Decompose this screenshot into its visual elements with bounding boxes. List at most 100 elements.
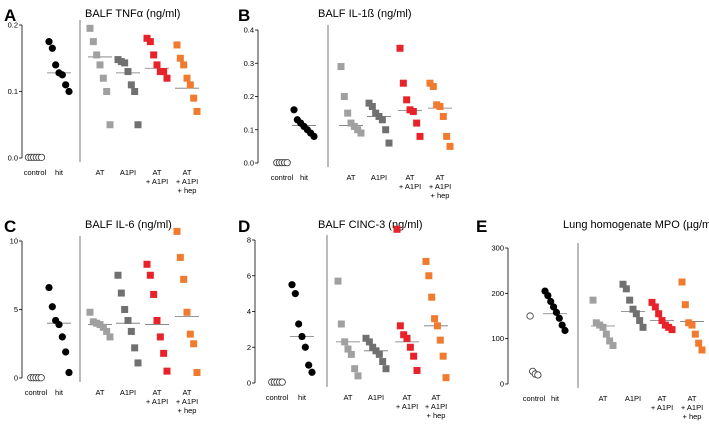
data-point — [134, 121, 142, 129]
data-point — [156, 333, 164, 341]
data-point — [351, 365, 359, 373]
data-point — [45, 38, 53, 46]
data-point — [436, 102, 444, 110]
group-label: control — [25, 388, 48, 397]
data-point — [298, 332, 306, 341]
y-tick-label: 200 — [491, 289, 504, 298]
data-point — [602, 330, 610, 338]
data-point — [295, 320, 303, 328]
data-point — [124, 316, 132, 324]
group-label: AT + A1PI + hep — [681, 394, 703, 421]
panel-c: C BALF IL-6 (ng/ml) 0 5 10 control hit AT A1PI… — [4, 217, 201, 415]
panel-d-letter: D — [238, 217, 250, 236]
group-label: AT — [346, 173, 355, 182]
data-point — [399, 79, 407, 87]
y-tick-label: 0.2 — [8, 21, 18, 30]
data-point — [150, 290, 158, 298]
data-point — [103, 327, 111, 335]
y-tick-label: 100 — [491, 334, 504, 343]
data-point — [688, 321, 696, 329]
panel-a-letter: A — [4, 6, 16, 25]
group-label: hit — [55, 168, 64, 177]
data-point — [89, 38, 97, 46]
panel-a-plot: 0.0 0.1 0.2 control hit AT A1PI AT + A1PI AT + A1P… — [8, 20, 201, 195]
data-point — [385, 139, 393, 147]
data-point — [99, 74, 107, 82]
data-point — [131, 88, 139, 95]
data-point — [668, 326, 676, 334]
data-point — [183, 74, 191, 82]
data-point — [375, 350, 383, 358]
data-point — [369, 343, 377, 351]
data-point — [106, 333, 114, 341]
data-point — [416, 132, 424, 140]
data-point — [176, 54, 184, 62]
data-point — [37, 153, 46, 161]
data-point — [163, 74, 171, 82]
data-point — [382, 126, 390, 134]
data-point — [134, 359, 142, 367]
data-point — [58, 71, 66, 79]
y-tick-label: 0 — [14, 374, 18, 383]
data-point — [691, 330, 699, 338]
group-label: AT — [598, 394, 607, 403]
data-point — [629, 305, 637, 313]
data-point — [354, 372, 362, 380]
data-point — [362, 334, 370, 342]
data-point — [400, 331, 408, 339]
data-point — [526, 312, 534, 320]
panel-d: D BALF CINC-3 (ng/ml) 0 2 4 6 8 control hit AT A… — [238, 217, 450, 420]
data-point — [382, 365, 390, 373]
data-point — [290, 106, 298, 114]
data-point — [153, 61, 161, 69]
data-point — [396, 44, 404, 52]
group-label: AT + A1PI + hep — [176, 388, 198, 415]
data-point — [146, 38, 154, 46]
data-point — [86, 24, 94, 32]
data-point — [334, 277, 342, 285]
data-point — [436, 336, 444, 344]
data-point — [62, 348, 70, 356]
data-point — [651, 303, 659, 311]
group-label: AT + A1PI — [146, 168, 168, 186]
y-tick-label: 300 — [491, 244, 504, 253]
data-point — [160, 349, 168, 357]
data-point — [308, 368, 316, 376]
group-label: AT + A1PI — [651, 394, 673, 412]
data-point — [422, 257, 430, 265]
panel-a: A BALF TNFα (ng/ml) 0.0 0.1 0.2 control hit A… — [4, 6, 201, 195]
panel-e-letter: E — [476, 217, 487, 236]
data-point — [180, 61, 188, 69]
data-point — [378, 116, 386, 124]
data-point — [413, 366, 421, 374]
panel-b-letter: B — [238, 6, 250, 25]
data-point — [626, 296, 634, 304]
data-point — [609, 341, 617, 349]
data-point — [131, 344, 139, 352]
group-label: A1PI — [625, 394, 641, 403]
data-point — [121, 59, 129, 67]
panel-b: B BALF IL-1ß (ng/ml) 0.0 0.1 0.2 0.3 0.4 cont… — [238, 6, 454, 200]
data-point — [183, 308, 191, 316]
data-point — [186, 81, 194, 89]
data-point — [37, 374, 45, 382]
group-label: hit — [551, 394, 560, 403]
group-label: hit — [298, 393, 307, 402]
data-point — [150, 51, 158, 59]
data-point — [648, 298, 656, 306]
data-point — [403, 96, 411, 104]
data-point — [190, 340, 198, 348]
y-tick-label: 0 — [500, 380, 504, 389]
data-point — [558, 321, 566, 329]
group-label: AT + A1PI + hep — [176, 168, 198, 195]
data-point — [337, 63, 345, 71]
group-label: control — [24, 168, 47, 177]
data-point — [632, 310, 640, 318]
data-point — [283, 159, 291, 167]
data-point — [288, 281, 296, 289]
data-point — [406, 343, 414, 351]
data-point — [555, 314, 563, 322]
data-point — [176, 253, 184, 261]
data-point — [301, 343, 309, 351]
group-label: control — [271, 173, 294, 182]
